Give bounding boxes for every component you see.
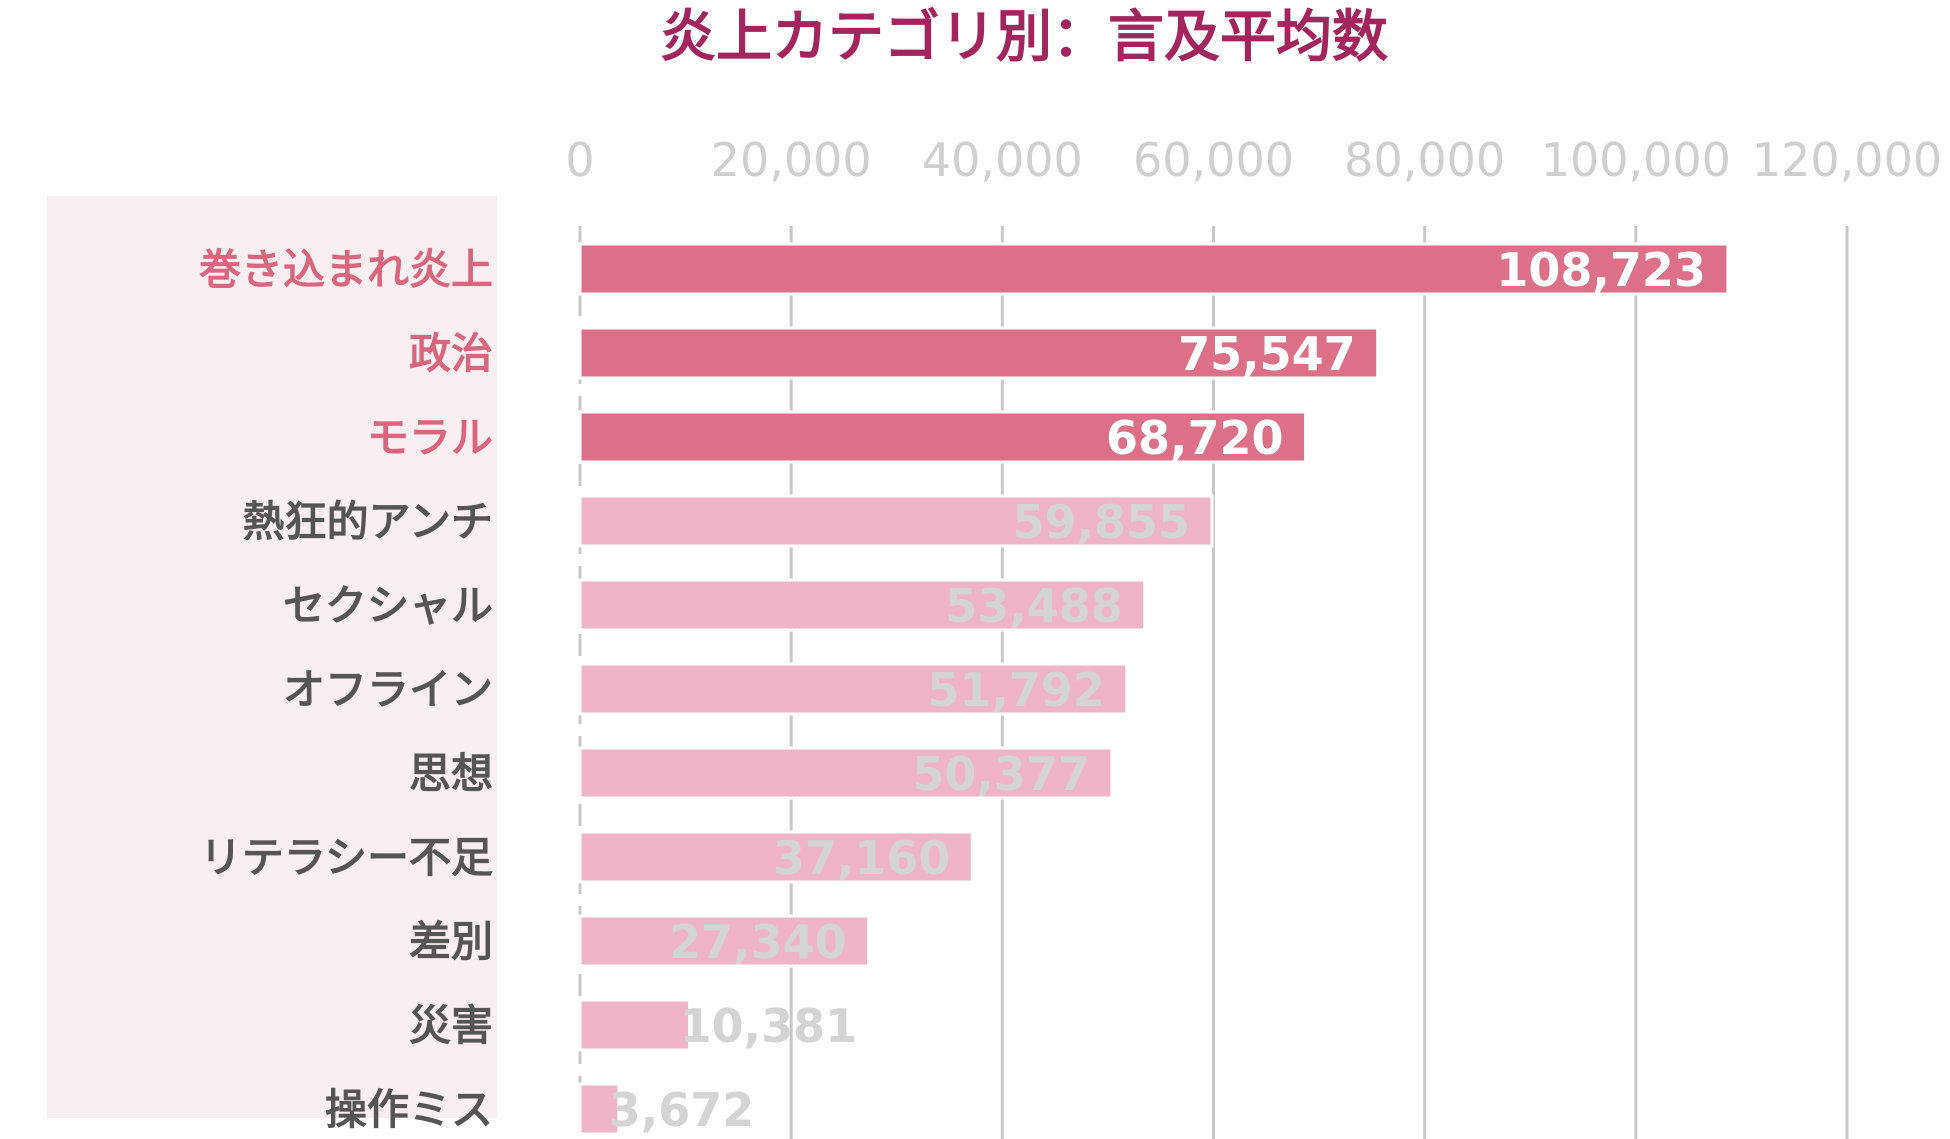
bar: [578, 914, 871, 968]
category-labels: 巻き込まれ炎上政治モラル熱狂的アンチセクシャルオフライン思想リテラシー不足差別災…: [199, 245, 493, 1134]
category-label: セクシャル: [283, 581, 493, 630]
category-label: 差別: [409, 917, 493, 966]
bar: [578, 1082, 621, 1136]
bars: [578, 242, 1730, 1136]
x-axis-tick-labels: 0 20,000 40,000 60,000 80,000 100,000 120,000: [565, 133, 1942, 187]
value-labels: 108,723 75,547 68,720 59,855 53,488 51,792 50,…: [609, 243, 1706, 1137]
x-tick-label: 80,000: [1344, 133, 1505, 187]
x-tick-label: 20,000: [711, 133, 872, 187]
bar: [578, 326, 1380, 380]
value-label: 50,377: [912, 747, 1090, 801]
bar: [578, 494, 1214, 548]
value-label: 59,855: [1012, 495, 1190, 549]
category-label: 巻き込まれ炎上: [199, 245, 493, 294]
bar: [578, 242, 1730, 296]
bar: [578, 578, 1147, 632]
x-tick-label: 0: [565, 133, 594, 187]
x-tick-label: 100,000: [1541, 133, 1731, 187]
value-label: 37,160: [773, 831, 951, 885]
value-label: 51,792: [927, 663, 1105, 717]
category-label: オフライン: [283, 665, 493, 714]
value-label: 3,672: [609, 1083, 755, 1137]
category-label: 熱狂的アンチ: [243, 497, 493, 546]
value-label: 108,723: [1496, 243, 1706, 297]
value-label: 68,720: [1106, 411, 1284, 465]
category-label: 思想: [409, 749, 493, 798]
value-label: 53,488: [945, 579, 1123, 633]
x-tick-label: 40,000: [922, 133, 1083, 187]
bar: [578, 410, 1308, 464]
x-tick-label: 120,000: [1752, 133, 1942, 187]
value-label: 75,547: [1178, 327, 1356, 381]
value-label: 10,381: [680, 999, 858, 1053]
x-tick-label: 60,000: [1133, 133, 1294, 187]
category-label: 政治: [409, 329, 493, 378]
category-label: モラル: [367, 413, 493, 462]
category-label: 操作ミス: [325, 1085, 493, 1134]
bar: [578, 746, 1114, 800]
category-label-panel: [47, 196, 497, 1118]
chart-title: 炎上カテゴリ別：言及平均数: [660, 5, 1388, 70]
bar: [578, 830, 974, 884]
value-label: 27,340: [669, 915, 847, 969]
bar: [578, 662, 1129, 716]
category-label: リテラシー不足: [200, 833, 493, 882]
bar: [578, 998, 692, 1052]
category-label: 災害: [409, 1001, 493, 1050]
